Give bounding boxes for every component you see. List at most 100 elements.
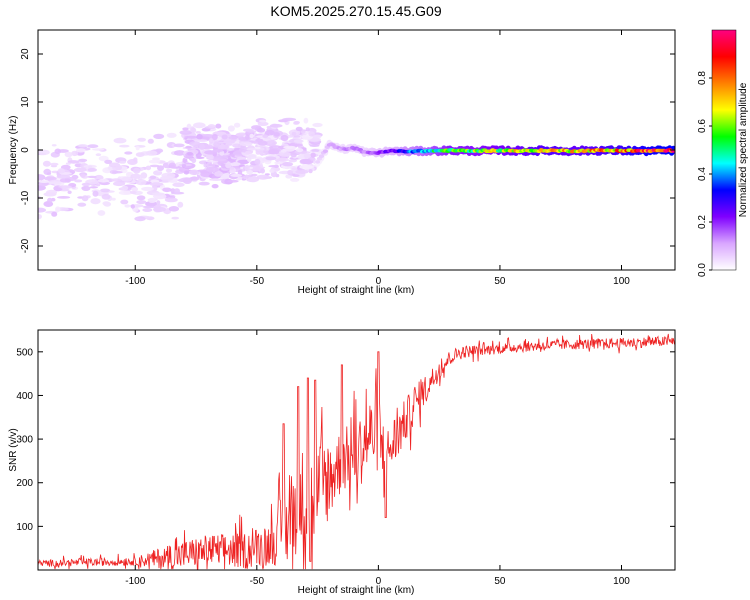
spectrogram-blob xyxy=(269,123,283,128)
spectrogram-blob xyxy=(38,174,46,181)
spectrogram-blob xyxy=(223,172,231,178)
spectrogram-blob xyxy=(67,190,72,194)
spectrogram-blob xyxy=(215,123,222,129)
spectrogram-blob xyxy=(282,117,297,121)
spectrogram-blob xyxy=(229,166,235,170)
spectrogram-blob xyxy=(164,197,178,203)
spectrogram-blob xyxy=(310,152,316,158)
spectrogram-blob xyxy=(266,125,272,129)
x-tick-label: -100 xyxy=(125,576,145,587)
spectrogram-blob xyxy=(64,151,73,158)
spectrogram-blob xyxy=(81,195,89,202)
spectrogram-blob xyxy=(184,135,198,139)
ridge-blob xyxy=(315,160,321,164)
y-tick-label: 100 xyxy=(16,522,33,533)
x-tick-label: 100 xyxy=(613,276,630,287)
spectrogram-blob xyxy=(96,183,101,187)
spectrogram-blob xyxy=(273,164,279,169)
spectrogram-blob xyxy=(309,144,320,147)
spectrogram-blob xyxy=(44,176,57,181)
spectrogram-blob xyxy=(278,151,292,157)
spectrogram-blob xyxy=(292,174,300,178)
spectrogram-blob xyxy=(293,120,301,125)
spectrogram-blob xyxy=(51,211,58,217)
spectrogram-blob xyxy=(173,188,180,194)
spectrogram-blob xyxy=(249,133,254,139)
spectrogram-blob xyxy=(290,177,300,182)
colorbar-tick-label: 0.2 xyxy=(697,215,708,229)
spectrogram-blob xyxy=(237,159,250,164)
colorbar-label: Normalized spectral amplitude xyxy=(738,82,749,217)
spectrogram-blob xyxy=(153,133,165,139)
spectrogram-blob xyxy=(75,148,86,153)
spectrogram-blob xyxy=(244,174,249,179)
colorbar-ticks: 0.0 0.2 0.4 0.6 0.8 xyxy=(697,71,712,277)
spectrogram-blob xyxy=(287,169,293,175)
spectrogram-blob xyxy=(225,162,232,169)
spectrogram-blob xyxy=(293,139,304,144)
spectrogram-blob xyxy=(130,173,141,179)
spectrogram-blob xyxy=(147,197,157,203)
spectrogram-blob xyxy=(151,192,165,196)
spectrogram-blob xyxy=(133,167,141,174)
spectrogram-blob xyxy=(121,185,129,191)
x-tick-label: -100 xyxy=(125,276,145,287)
spectrogram-blob xyxy=(135,152,145,158)
x-tick-label: -50 xyxy=(250,276,265,287)
spectrogram-blob xyxy=(227,179,239,183)
spectrogram-blob xyxy=(87,168,98,172)
spectrogram-blob xyxy=(212,133,218,141)
spectrogram-blob xyxy=(155,148,164,153)
spectrogram-blob xyxy=(57,168,65,174)
spectrogram-y-axis-label: Frequency (Hz) xyxy=(8,116,19,185)
spectrogram-blob xyxy=(298,154,306,159)
spectrogram-blob xyxy=(130,204,135,209)
spectrogram-blob xyxy=(201,134,215,137)
spectrogram-blob xyxy=(92,190,99,197)
spectrogram-blob xyxy=(228,136,238,140)
spectrogram-blob xyxy=(168,206,180,212)
spectrogram-blob xyxy=(118,190,133,195)
spectrogram-blob xyxy=(95,153,102,157)
spectrogram-blob xyxy=(101,193,111,200)
spectrogram-blob xyxy=(161,172,176,179)
spectrogram-blob xyxy=(97,210,106,216)
spectrogram-blob xyxy=(136,200,147,205)
spectrogram-blob xyxy=(265,156,277,161)
spectrogram-blob xyxy=(55,206,61,213)
spectrogram-blob xyxy=(135,179,147,186)
spectrogram-blob xyxy=(152,185,158,192)
spectrogram-y-ticks: -20 -10 0 10 20 xyxy=(20,48,675,253)
spectrogram-blob xyxy=(244,164,250,171)
spectrogram-blob xyxy=(195,131,201,134)
spectrogram-blob xyxy=(102,201,111,206)
spectrogram-blob xyxy=(156,200,161,205)
spectrogram-blob xyxy=(245,134,250,141)
spectrogram-blob xyxy=(288,159,298,163)
spectrogram-blob xyxy=(203,144,214,150)
spectrogram-blob xyxy=(165,168,173,173)
spectrogram-blob xyxy=(137,137,146,142)
spectrogram-blob xyxy=(80,173,86,178)
spectrogram-blob xyxy=(38,214,42,220)
spectrogram-blob xyxy=(42,160,51,167)
spectrogram-blob xyxy=(56,174,71,179)
spectrogram-blob xyxy=(141,186,154,191)
spectrogram-blob xyxy=(256,127,266,133)
spectrogram-blob xyxy=(135,146,140,151)
spectrogram-blob xyxy=(308,169,313,174)
spectrogram-x-ticks: -100 -50 0 50 100 xyxy=(125,30,630,287)
spectrogram-marks xyxy=(38,117,675,222)
colorbar: 0.0 0.2 0.4 0.6 0.8 Normalized spectral ampl… xyxy=(697,29,749,277)
spectrogram-blob xyxy=(273,132,280,137)
spectrogram-blob xyxy=(243,128,254,132)
spectrogram-blob xyxy=(121,176,133,182)
spectrogram-blob xyxy=(187,152,193,156)
spectrogram-blob xyxy=(255,146,261,150)
spectrogram-blob xyxy=(38,207,46,213)
spectrogram-blob xyxy=(232,143,242,148)
spectrogram-blob xyxy=(246,176,260,183)
spectrogram-blob xyxy=(221,134,228,140)
